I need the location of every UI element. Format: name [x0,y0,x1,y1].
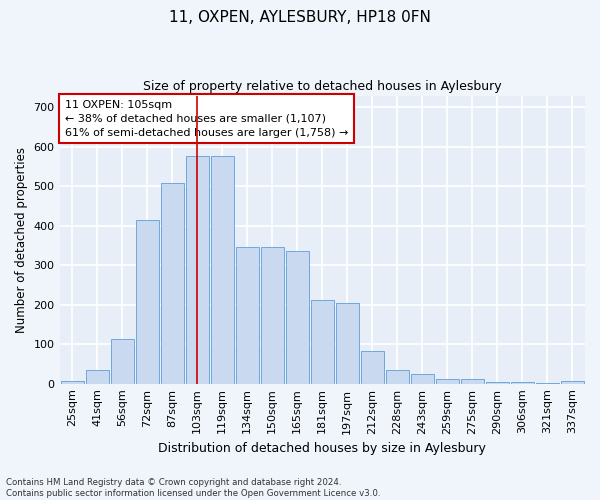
Bar [436,378,459,384]
Bar [536,383,559,384]
Bar [336,303,359,384]
Bar [386,370,409,384]
Bar [236,246,259,384]
Bar [361,351,384,384]
Bar [486,382,509,384]
Bar [286,252,309,384]
Bar [211,156,233,384]
X-axis label: Distribution of detached houses by size in Aylesbury: Distribution of detached houses by size … [158,442,486,455]
Bar [161,183,184,384]
Bar [411,374,434,384]
Bar [261,246,284,384]
Bar [110,339,134,384]
Text: 11 OXPEN: 105sqm
← 38% of detached houses are smaller (1,107)
61% of semi-detach: 11 OXPEN: 105sqm ← 38% of detached house… [65,100,348,138]
Bar [86,370,109,384]
Bar [511,382,534,384]
Bar [136,220,158,384]
Bar [561,382,584,384]
Bar [61,380,83,384]
Title: Size of property relative to detached houses in Aylesbury: Size of property relative to detached ho… [143,80,502,93]
Bar [185,156,209,384]
Bar [311,300,334,384]
Bar [461,378,484,384]
Y-axis label: Number of detached properties: Number of detached properties [15,146,28,332]
Text: Contains HM Land Registry data © Crown copyright and database right 2024.
Contai: Contains HM Land Registry data © Crown c… [6,478,380,498]
Text: 11, OXPEN, AYLESBURY, HP18 0FN: 11, OXPEN, AYLESBURY, HP18 0FN [169,10,431,25]
